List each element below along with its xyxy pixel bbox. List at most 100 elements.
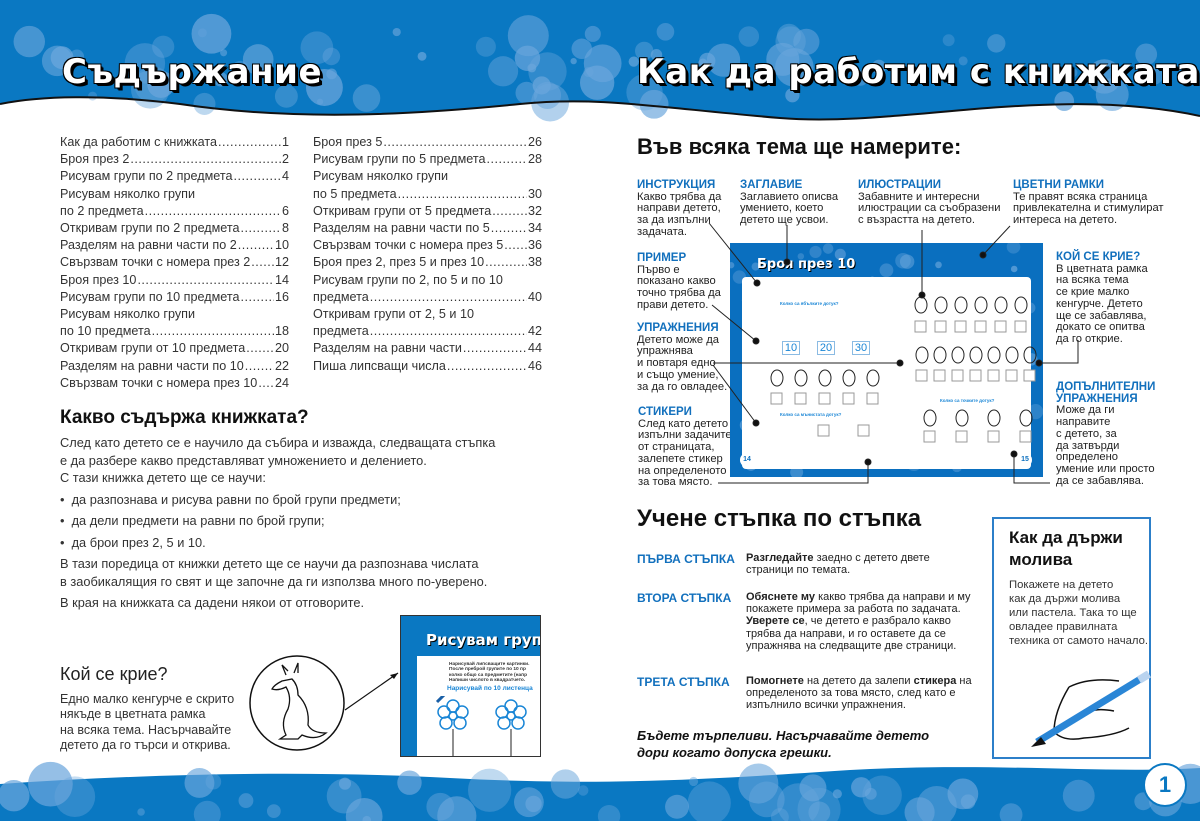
exercise-picture — [1014, 296, 1028, 314]
answer-square — [933, 369, 946, 382]
exercise-picture — [915, 346, 929, 364]
toc-entry: Откривам групи от 10 предмета 20 — [60, 340, 289, 357]
toc-leader-dots — [130, 151, 281, 168]
bubble — [316, 98, 324, 105]
exercise-picture — [842, 369, 856, 387]
toc-leader-dots — [245, 358, 274, 375]
toc-entry: Броя през 2 2 — [60, 151, 289, 168]
toc-entry: предмета 40 — [313, 289, 542, 306]
bubble — [88, 91, 98, 101]
toc-entry-title: Как да работим с книжката — [60, 135, 217, 149]
toc-entry: Разделям на равни части 44 — [313, 340, 542, 357]
bubble — [738, 763, 779, 804]
toc-page-number: 36 — [527, 238, 542, 253]
toc-entry-title: по 10 предмета — [60, 324, 151, 339]
toc-entry-title: Броя през 2, през 5 и през 10 — [313, 255, 485, 270]
bubble — [895, 252, 911, 269]
bubble — [634, 41, 654, 61]
exercise-picture — [987, 346, 1001, 364]
bubble — [193, 800, 221, 821]
thumbnail-question: Колко са ябълките дотук? — [780, 301, 839, 306]
toc-entry-title: Рисувам групи по 2, по 5 и по 10 — [313, 272, 503, 287]
bubble — [571, 38, 592, 60]
toc-entry: Рисувам групи по 5 предмета 28 — [313, 151, 542, 168]
bubble — [832, 789, 842, 799]
bubble — [1010, 265, 1018, 273]
toc-entry-title: по 2 предмета — [60, 203, 144, 218]
toc-leader-dots — [463, 340, 527, 357]
toc-leader-dots — [383, 134, 527, 151]
toc-entry: Свързвам точки с номера през 2 12 — [60, 254, 289, 271]
toc-page-number: 20 — [274, 341, 289, 356]
toc-leader-dots — [370, 289, 527, 306]
bubble — [1068, 68, 1078, 78]
intro-line: След като детето се е научило да събира … — [60, 435, 496, 450]
bubble — [871, 59, 887, 75]
bubble — [300, 31, 334, 65]
toc-entry-title: Откривам групи от 10 предмета — [60, 341, 246, 356]
answer-square — [994, 320, 1007, 333]
toc-leader-dots — [485, 254, 527, 271]
toc-entry-title: Рисувам няколко групи — [60, 307, 196, 322]
bubble — [650, 49, 663, 61]
toc-leader-dots — [246, 340, 274, 357]
thumbnail-question: Колко са мънистата дотук? — [780, 412, 842, 417]
bubble — [770, 808, 789, 821]
bubble — [69, 49, 85, 64]
bubble — [864, 787, 877, 800]
toc-column-1: Как да работим с книжката 1 Броя през 22 Ри… — [60, 134, 289, 392]
intro-line: е да разбере какво представляват умножен… — [60, 452, 427, 468]
bubble — [152, 35, 175, 58]
toc-entry-title: Свързвам точки с номера през 5 — [313, 238, 504, 253]
exercise-picture — [954, 296, 968, 314]
bubble — [193, 92, 216, 115]
exercise-picture — [794, 369, 808, 387]
toc-column-2: Броя през 5 26 Рисувам групи по 5 предмета… — [313, 134, 542, 375]
bullet-item: • да брои през 2, 5 и 10. — [60, 534, 206, 550]
sample-task: Нарисувай по 10 листенца — [447, 685, 533, 692]
toc-entry: Свързвам точки с номера през 5 36 — [313, 237, 542, 254]
answers-note: В края на книжката са дадени някои от от… — [60, 595, 365, 610]
answer-square — [974, 320, 987, 333]
exercise-picture — [974, 296, 988, 314]
callout-frames: ЦВЕТНИ РАМКИ Те правят всяка страница прив… — [1013, 179, 1164, 227]
bullet-item: • да дели предмети на равни по брой груп… — [60, 513, 325, 528]
toc-entry-title: Свързвам точки с номера през 10 — [60, 375, 258, 390]
toc-leader-dots — [491, 220, 527, 237]
bubble — [879, 263, 894, 278]
exercise-picture — [1023, 346, 1037, 364]
toc-page-number: 24 — [274, 375, 289, 390]
toc-entry: Пиша липсващи числа 46 — [313, 358, 542, 375]
toc-leader-dots — [398, 186, 527, 203]
toc-leader-dots — [492, 203, 527, 220]
exercise-picture — [923, 409, 937, 427]
answer-square — [987, 369, 1000, 382]
pencil-box-heading: Как да държи молива — [1009, 528, 1123, 569]
answer-square — [770, 392, 783, 405]
toc-page-number: 1 — [281, 135, 289, 149]
bubble — [326, 778, 362, 814]
toc-page-number: 4 — [281, 169, 289, 184]
sample-page-thumbnail: Рисувам групи Нарисувай липсващите карти… — [400, 615, 541, 757]
toc-leader-dots — [137, 272, 274, 289]
header-wave-line — [0, 96, 1200, 121]
toc-entry-title: предмета — [313, 324, 369, 339]
bubble — [777, 783, 820, 821]
bubble — [550, 769, 581, 799]
example-spread-thumbnail: Броя през 10 Колко са ябълките дотук? 10… — [730, 243, 1043, 477]
bubble — [437, 796, 477, 821]
bubble — [834, 248, 846, 260]
callout-example: ПРИМЕР Първо е показано какво точно трябва … — [637, 252, 721, 311]
toc-entry-title: Пиша липсващи числа — [313, 358, 446, 373]
bubble — [1062, 779, 1095, 812]
bubble — [1147, 64, 1156, 73]
toc-entry-title: Броя през 5 — [313, 135, 383, 149]
bubble — [137, 808, 145, 816]
toc-leader-dots — [145, 203, 281, 220]
toc-entry-title: Разделям на равни части — [313, 341, 462, 356]
bubble — [147, 70, 175, 98]
toc-entry: Разделям на равни части по 10 22 — [60, 358, 289, 375]
bubble — [191, 13, 232, 54]
bubble — [958, 56, 968, 66]
pencil-box-text: Покажете на детето как да държи молива или… — [1009, 579, 1149, 647]
